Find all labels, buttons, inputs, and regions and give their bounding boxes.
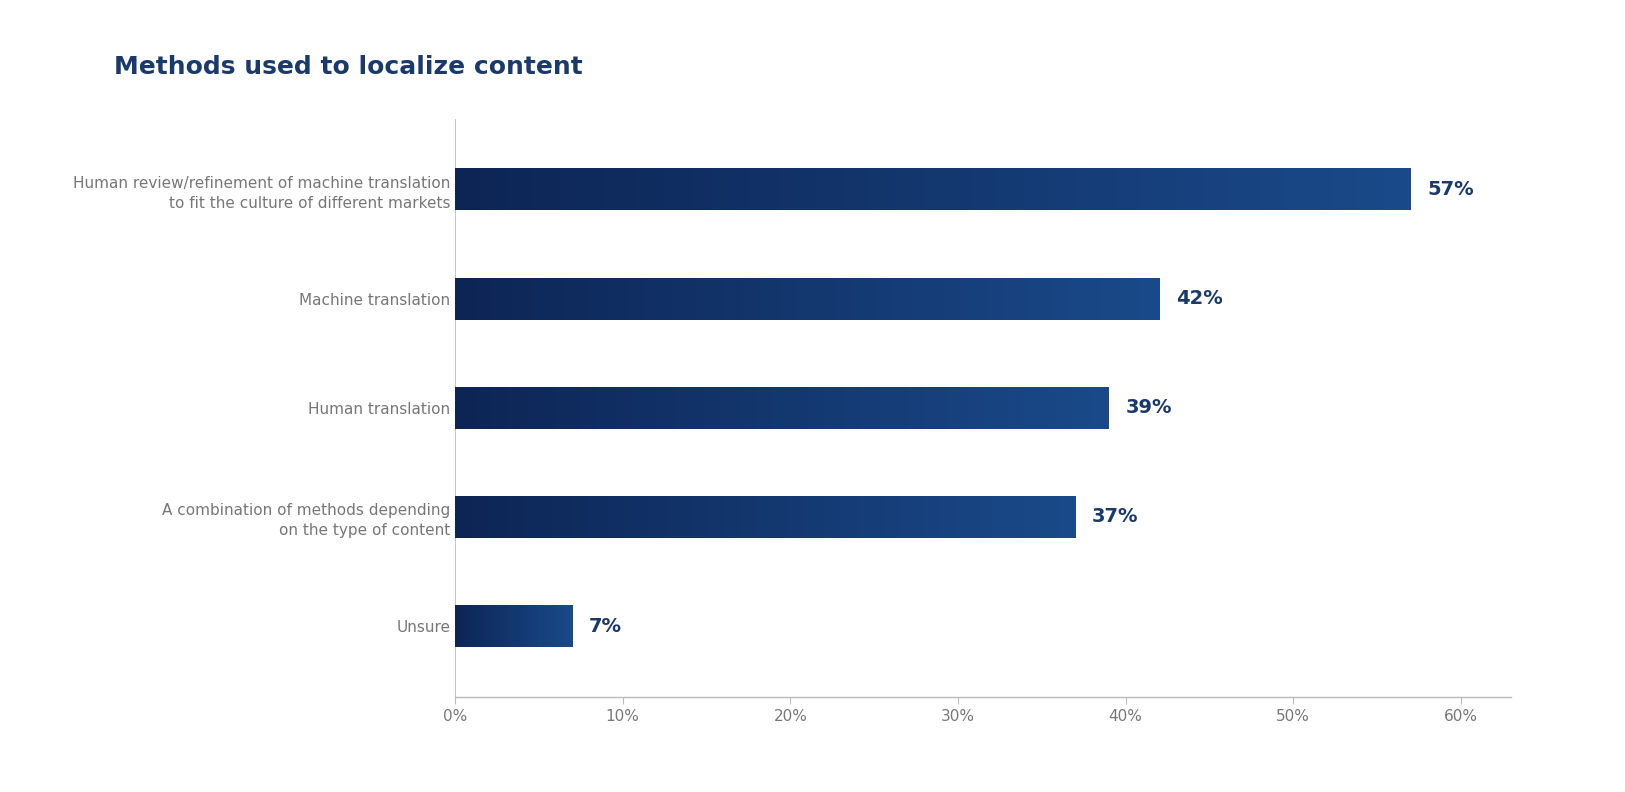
- Text: 57%: 57%: [1427, 181, 1474, 200]
- Text: 7%: 7%: [590, 616, 622, 635]
- Text: Methods used to localize content: Methods used to localize content: [114, 55, 582, 79]
- Text: 42%: 42%: [1176, 289, 1222, 308]
- Text: 39%: 39%: [1126, 398, 1172, 417]
- Text: 37%: 37%: [1092, 508, 1139, 527]
